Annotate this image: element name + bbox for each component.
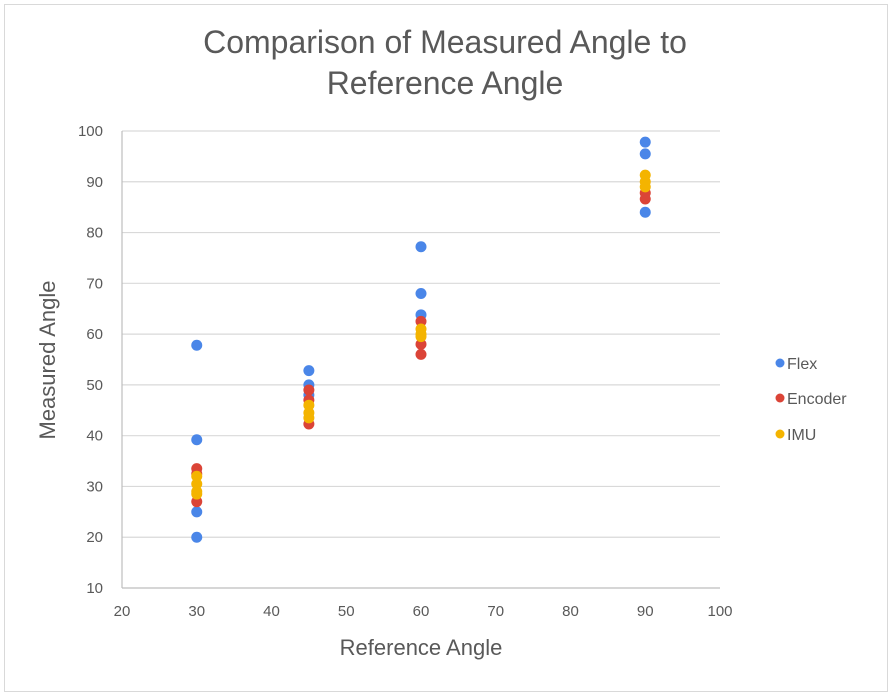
y-tick-label: 40 [86, 428, 103, 445]
data-point-encoder[interactable] [639, 193, 651, 205]
data-point-encoder[interactable] [415, 338, 427, 350]
series-encoder [191, 187, 651, 508]
data-point-imu[interactable] [303, 399, 315, 411]
y-tick-label: 70 [86, 275, 103, 292]
legend-label: Encoder [787, 391, 847, 408]
legend-marker [775, 429, 785, 439]
data-point-imu[interactable] [303, 412, 315, 424]
y-tick-label: 50 [86, 377, 103, 394]
legend-item-imu[interactable]: IMU [775, 427, 817, 444]
y-tick-label: 80 [86, 225, 103, 242]
data-point-flex[interactable] [191, 339, 203, 351]
legend-marker [775, 358, 785, 368]
data-point-imu[interactable] [415, 331, 427, 343]
x-tick-label: 60 [413, 603, 430, 620]
x-tick-label: 40 [263, 603, 280, 620]
x-tick-label: 50 [338, 603, 355, 620]
y-axis-title: Measured Angle [35, 281, 60, 440]
data-point-flex[interactable] [303, 365, 315, 377]
data-point-flex[interactable] [191, 531, 203, 543]
x-tick-label: 30 [188, 603, 205, 620]
legend-label: IMU [787, 427, 816, 444]
y-tick-label: 60 [86, 326, 103, 343]
y-tick-label: 30 [86, 478, 103, 495]
x-tick-label: 70 [487, 603, 504, 620]
data-point-flex[interactable] [415, 241, 427, 253]
chart-title-line-1: Comparison of Measured Angle to [203, 24, 687, 60]
x-tick-label: 80 [562, 603, 579, 620]
y-tick-label: 10 [86, 580, 103, 597]
data-point-imu[interactable] [191, 488, 203, 500]
y-tick-label: 20 [86, 529, 103, 546]
y-tick-label: 100 [78, 123, 103, 140]
data-point-imu[interactable] [191, 470, 203, 482]
data-point-imu[interactable] [639, 181, 651, 193]
data-point-encoder[interactable] [191, 496, 203, 508]
x-tick-label: 20 [114, 603, 131, 620]
data-point-flex[interactable] [639, 148, 651, 160]
data-point-flex[interactable] [639, 206, 651, 218]
data-point-flex[interactable] [415, 287, 427, 299]
data-point-flex[interactable] [639, 136, 651, 148]
x-tick-label: 90 [637, 603, 654, 620]
legend-label: Flex [787, 356, 817, 373]
series-imu [191, 169, 651, 500]
data-point-flex[interactable] [191, 434, 203, 446]
data-point-encoder[interactable] [303, 384, 315, 396]
chart-frame[interactable] [4, 4, 888, 692]
data-point-encoder[interactable] [415, 315, 427, 327]
y-tick-label: 90 [86, 174, 103, 191]
data-point-flex[interactable] [191, 506, 203, 518]
chart-title-line-2: Reference Angle [327, 65, 564, 101]
legend-item-encoder[interactable]: Encoder [775, 391, 848, 408]
x-axis-title: Reference Angle [340, 635, 503, 660]
legend-item-flex[interactable]: Flex [775, 356, 818, 373]
x-tick-label: 100 [707, 603, 732, 620]
legend-marker [775, 393, 785, 403]
data-point-encoder[interactable] [415, 348, 427, 360]
data-point-imu[interactable] [191, 478, 203, 490]
